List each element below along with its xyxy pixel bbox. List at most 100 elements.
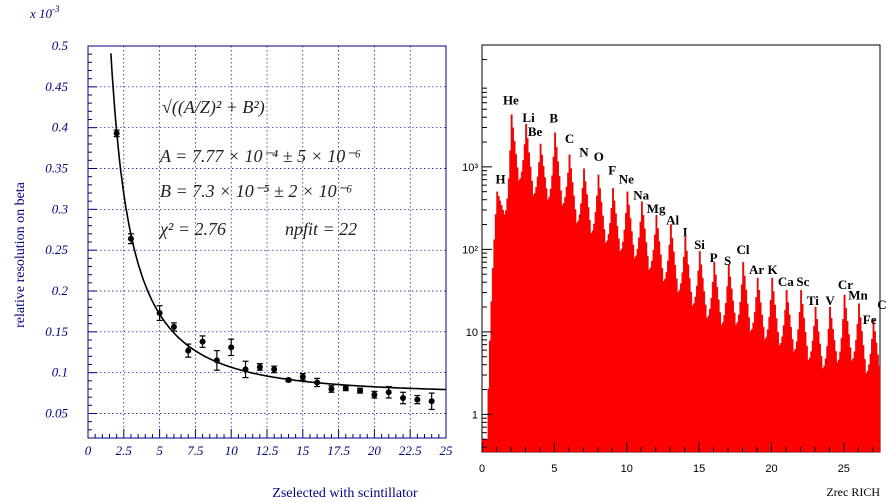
y-exponent-label: x 10-3 [29, 4, 60, 21]
data-points [113, 129, 435, 411]
left-ticks: 0 2.5 5 7.5 10 12.5 15 17.5 20 22.5 25 0.05 0.1 0.15 0… [45, 38, 453, 458]
element-label: Ar [749, 262, 764, 277]
x-tick-label: 5 [551, 463, 557, 475]
y-tick-label: 10 [466, 327, 478, 339]
fit-a-annotation: A = 7.77 × 10⁻⁴ ± 5 × 10⁻⁶ [159, 146, 361, 166]
histogram-area [481, 114, 881, 453]
data-point [400, 391, 407, 405]
y-tick-label: 10² [462, 244, 478, 256]
element-label: Fe [863, 312, 877, 327]
element-label: S [724, 253, 731, 268]
y-tick-label: 0.4 [52, 120, 69, 135]
x-tick-label: 0 [479, 463, 485, 475]
data-point [357, 387, 364, 394]
element-label: Al [666, 213, 679, 228]
formula-annotation: √((A/Z)² + B²) [162, 97, 265, 118]
histogram-bars [481, 114, 881, 453]
x-tick-label: 15 [693, 463, 705, 475]
element-label: Ca [778, 274, 794, 289]
data-point [256, 363, 263, 371]
right-x-axis-label: Zrec RICH [826, 485, 880, 499]
left-grid [88, 46, 446, 438]
point-marker [414, 396, 421, 403]
point-marker [314, 379, 321, 386]
x-tick-label: 25 [440, 443, 454, 458]
x-tick-label: 5 [156, 443, 163, 458]
fit-b-annotation: B = 7.3 × 10⁻⁵ ± 2 × 10⁻⁶ [160, 181, 352, 201]
element-label: V [825, 293, 835, 308]
x-tick-label: 20 [368, 443, 382, 458]
element-label: O [594, 149, 604, 164]
element-label: Mg [647, 201, 666, 216]
point-marker [328, 386, 335, 392]
point-marker [400, 394, 407, 401]
element-label: N [579, 145, 589, 160]
element-label: F [608, 162, 616, 177]
point-marker [299, 373, 306, 380]
data-point [285, 377, 292, 384]
element-label: Be [528, 124, 543, 139]
y-tick-label: 10³ [462, 162, 478, 174]
x-tick-label: 0 [85, 443, 92, 458]
y-tick-label: 0.2 [52, 283, 69, 298]
element-label: C [565, 131, 574, 146]
data-point [385, 385, 392, 399]
point-marker [213, 357, 220, 364]
element-label: P [710, 250, 718, 265]
x-tick-label: 22.5 [399, 443, 422, 458]
element-label: Ne [619, 172, 634, 187]
point-marker [371, 391, 378, 398]
y-tick-label: 0.15 [45, 324, 68, 339]
data-point [242, 360, 249, 379]
x-tick-label: 20 [765, 463, 777, 475]
element-label: Mn [848, 288, 868, 303]
point-marker [127, 235, 134, 242]
data-point [170, 322, 177, 332]
data-point [428, 392, 435, 411]
point-marker [170, 323, 177, 330]
y-tick-label: 0.25 [45, 242, 68, 257]
data-point [213, 350, 220, 371]
element-label: Si [694, 237, 705, 252]
point-marker [185, 347, 192, 354]
data-point [299, 372, 306, 381]
point-marker [285, 377, 292, 384]
y-tick-label: 0.1 [52, 365, 68, 380]
data-point [371, 390, 378, 399]
y-tick-label: 0.3 [52, 201, 69, 216]
x-tick-label: 10 [621, 463, 633, 475]
x-tick-label: 12.5 [256, 443, 279, 458]
x-tick-label: 2.5 [116, 443, 133, 458]
data-point [342, 385, 349, 392]
right-ticks: 0 5 10 15 20 25 1 10 10² 10³ [462, 44, 874, 475]
data-point [228, 338, 235, 357]
point-marker [242, 366, 249, 373]
chi2-annotation: χ² = 2.76 [158, 219, 226, 239]
point-marker [342, 385, 349, 392]
point-marker [228, 344, 235, 351]
element-label: Cr [838, 277, 853, 292]
data-point [127, 233, 134, 245]
data-point [113, 129, 120, 138]
point-marker [156, 310, 163, 317]
element-label: Li [522, 110, 535, 125]
x-tick-label: 15 [296, 443, 310, 458]
x-tick-label: 10 [225, 443, 239, 458]
element-label: K [767, 262, 778, 277]
element-label: Co [877, 297, 886, 312]
y-tick-label: 0.05 [45, 406, 68, 421]
data-point [328, 385, 335, 393]
x-tick-label: 17.5 [327, 443, 350, 458]
element-label: B [549, 111, 558, 126]
element-label: He [503, 93, 519, 108]
data-point [185, 343, 192, 358]
y-axis-label: relative resolution on beta [13, 181, 28, 328]
y-tick-label: 0.5 [52, 38, 69, 53]
fit-curve [110, 53, 446, 391]
point-marker [385, 389, 392, 396]
y-tick-label: 0.45 [45, 79, 68, 94]
data-point [271, 365, 278, 374]
point-marker [199, 338, 206, 345]
point-marker [271, 366, 278, 373]
